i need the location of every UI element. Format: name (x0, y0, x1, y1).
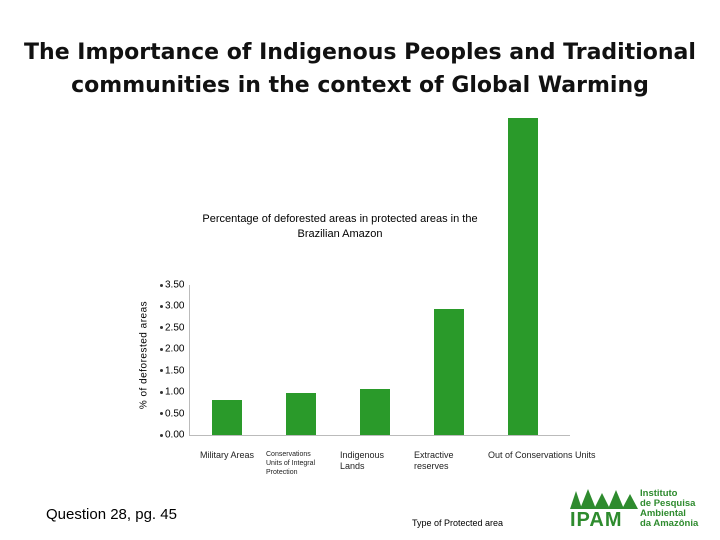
logo-text: Instituto de Pesquisa Ambiental da Amazônia (640, 489, 698, 529)
logo-line: de Pesquisa (640, 498, 696, 509)
slide-title: The Importance of Indigenous Peoples and… (24, 40, 696, 98)
y-tick-dot (160, 326, 163, 330)
x-tick-label: Conservations Units of Integral Protecti… (266, 451, 316, 476)
ipam-logo: IPAM Instituto de Pesquisa Ambiental da Ama… (568, 487, 716, 532)
x-axis (189, 435, 570, 436)
x-tick-label: Extractive reserves (414, 450, 454, 471)
bar (212, 399, 242, 435)
y-tick-label: 1.00 (165, 386, 185, 398)
bar (360, 389, 390, 435)
y-tick-dot (160, 304, 163, 308)
y-tick-dot (160, 347, 163, 351)
y-axis-label: % of deforested areas (138, 300, 150, 410)
question-note: Question 28, pg. 45 (46, 506, 177, 523)
logo-line: Instituto (640, 488, 678, 499)
bar (508, 117, 538, 435)
logo-acronym: IPAM (570, 509, 623, 531)
y-tick-label: 0.00 (165, 429, 185, 441)
chart-title: Percentage of deforested areas in protec… (202, 213, 478, 240)
logo-line: Ambiental (640, 508, 686, 519)
y-tick-label: 2.50 (165, 322, 185, 334)
y-tick-dot (160, 433, 163, 437)
y-tick-dot (160, 369, 163, 373)
y-tick-dot (160, 412, 163, 416)
y-tick-label: 3.50 (165, 279, 185, 291)
y-axis (189, 285, 190, 435)
x-tick-label: Out of Conservations Units (488, 450, 596, 460)
y-tick-label: 0.50 (165, 408, 185, 420)
logo-line: da Amazônia (640, 518, 699, 529)
x-axis-label: Type of Protected area (412, 518, 504, 528)
y-tick-label: 1.50 (165, 365, 185, 377)
x-tick-label: Military Areas (200, 450, 255, 460)
y-tick-label: 3.00 (165, 300, 185, 312)
y-tick-dot (160, 390, 163, 394)
logo-icon (570, 489, 638, 509)
y-tick-label: 2.00 (165, 343, 185, 355)
bar (434, 309, 464, 435)
bar (286, 393, 316, 435)
x-tick-label: Indigenous Lands (340, 450, 385, 471)
y-tick-dot (160, 283, 163, 287)
